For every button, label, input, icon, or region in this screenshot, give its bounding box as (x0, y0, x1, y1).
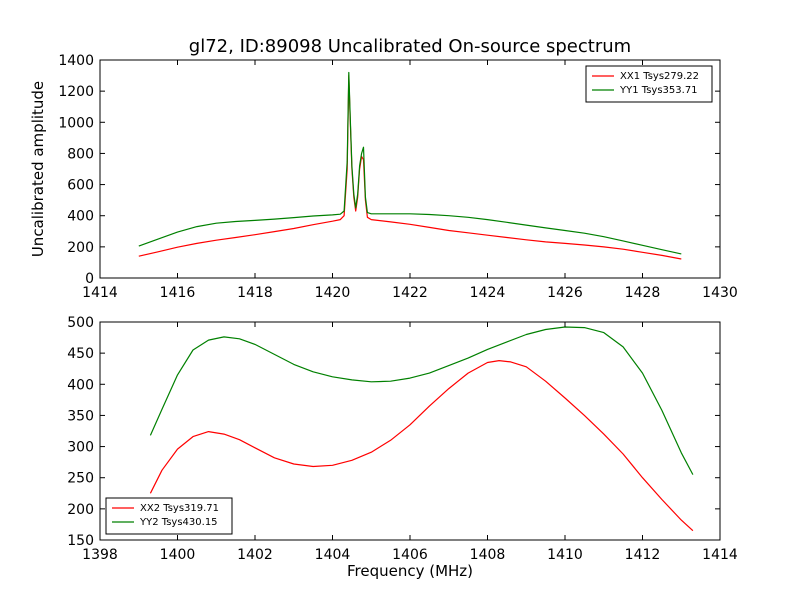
y-tick-label: 350 (67, 408, 94, 424)
x-tick-label: 1428 (625, 285, 661, 301)
series-line-yy1-tsys353-71 (138, 71, 682, 255)
y-tick-label: 600 (67, 178, 94, 194)
x-tick-label: 1408 (470, 547, 506, 563)
legend-box (585, 65, 713, 103)
x-tick-label: 1430 (702, 285, 738, 301)
x-tick-label: 1402 (237, 547, 273, 563)
y-tick-label: 1400 (58, 53, 94, 69)
x-tick-label: 1404 (315, 547, 351, 563)
x-tick-label: 1410 (547, 547, 583, 563)
y-tick-label: 200 (67, 240, 94, 256)
y-tick-label: 200 (67, 502, 94, 518)
series-line-yy2-tsys430-15 (149, 326, 694, 475)
x-tick-label: 1406 (392, 547, 428, 563)
top-y-axis-label: Uncalibrated amplitude (29, 81, 47, 257)
y-tick-label: 500 (67, 315, 94, 331)
x-tick-label: 1416 (160, 285, 196, 301)
series-line-xx1-tsys279-22 (138, 74, 682, 260)
y-tick-label: 1000 (58, 115, 94, 131)
bottom-x-axis-label: Frequency (MHz) (347, 562, 473, 580)
chart-title: gl72, ID:89098 Uncalibrated On-source sp… (189, 36, 631, 57)
x-tick-label: 1414 (702, 547, 738, 563)
legend-entry: YY2 Tsys430.15 (139, 517, 218, 528)
x-tick-label: 1424 (470, 285, 506, 301)
y-tick-label: 1200 (58, 84, 94, 100)
y-tick-label: 400 (67, 377, 94, 393)
legend: XX1 Tsys279.22 YY1 Tsys353.71 (585, 65, 713, 103)
x-tick-label: 1426 (547, 285, 583, 301)
y-tick-label: 150 (67, 533, 94, 549)
legend-entry: YY1 Tsys353.71 (619, 85, 698, 96)
legend: XX2 Tsys319.71 YY2 Tsys430.15 (105, 497, 233, 535)
y-tick-label: 400 (67, 209, 94, 225)
x-tick-label: 1418 (237, 285, 273, 301)
y-tick-label: 0 (85, 271, 94, 287)
x-tick-label: 1420 (315, 285, 351, 301)
x-tick-label: 1412 (625, 547, 661, 563)
x-tick-label: 1398 (82, 547, 118, 563)
legend-entry: XX1 Tsys279.22 (620, 71, 699, 82)
x-tick-label: 1400 (160, 547, 196, 563)
top-spectrum-axes: 1414 1416 1418 1420 1422 1424 1426 1428 1430 0 200… (58, 53, 737, 301)
x-tick-label: 1414 (82, 285, 118, 301)
y-tick-label: 800 (67, 146, 94, 162)
bottom-spectrum-axes: 1398 1400 1402 1404 1406 1408 1410 1412 1414 150 2… (67, 315, 738, 563)
y-tick-label: 250 (67, 471, 94, 487)
y-tick-label: 300 (67, 440, 94, 456)
series-line-xx2-tsys319-71 (149, 360, 694, 532)
y-tick-label: 450 (67, 346, 94, 362)
legend-box (105, 497, 233, 535)
legend-entry: XX2 Tsys319.71 (140, 503, 219, 514)
x-tick-label: 1422 (392, 285, 428, 301)
